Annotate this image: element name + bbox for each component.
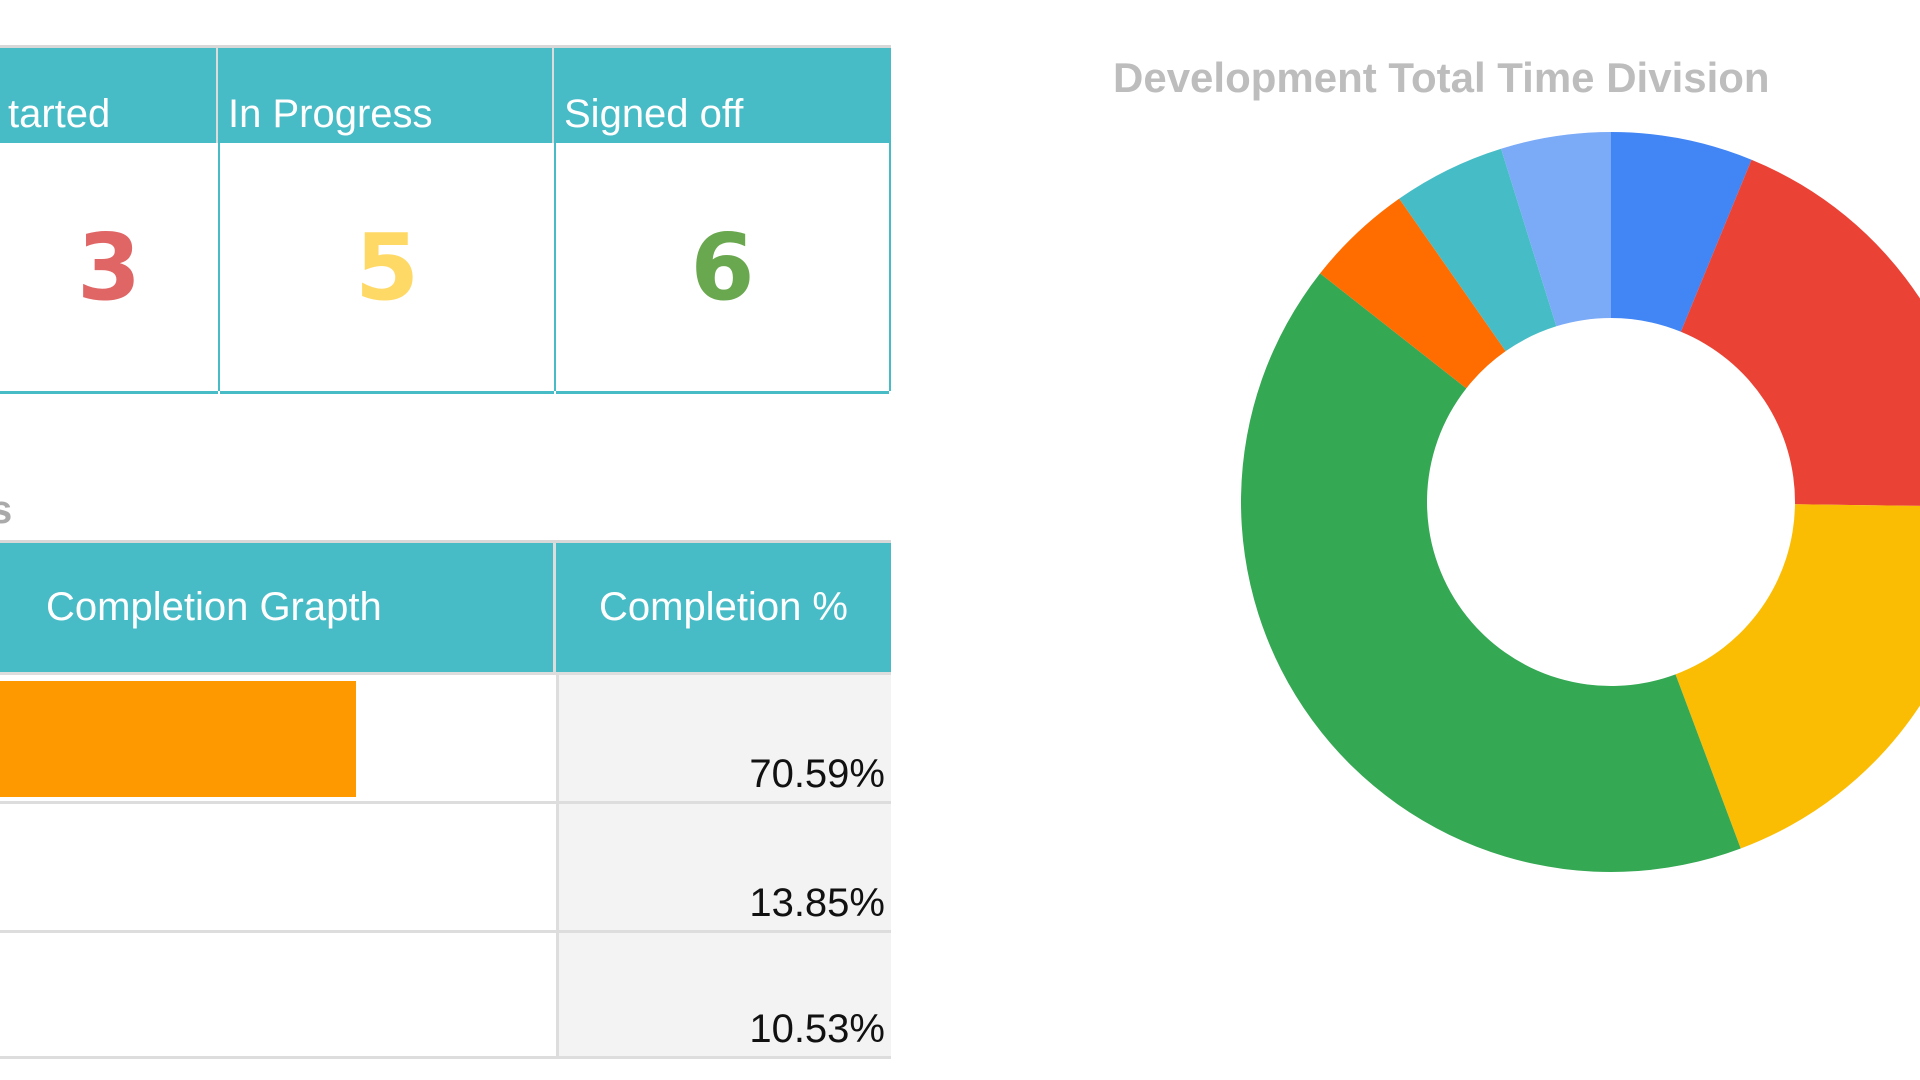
donut-slice-4 [1320,198,1506,389]
completion-bar [0,681,357,797]
donut-slice-0 [1611,132,1752,332]
donut-slice-6 [1501,132,1611,327]
status-header: Signed off [556,48,889,143]
status-column-in-progress: In Progress 5 [220,48,556,394]
table-row: 13.85% [0,801,891,930]
status-column-started: tarted 3 [0,48,220,394]
completion-table: Completion Grapth Completion % 70.59% 13… [0,540,891,1059]
completion-percent: 70.59% [556,675,891,801]
header-completion-percent: Completion % [556,543,891,672]
status-column-signed-off: Signed off 6 [556,48,891,394]
donut-slice-5 [1399,148,1557,352]
donut-slice-2 [1675,504,1920,849]
status-summary-table: tarted 3 In Progress 5 Signed off 6 [0,45,891,394]
table-row: 70.59% [0,672,891,801]
status-header: In Progress [220,48,554,143]
donut-slice-1 [1680,159,1920,506]
section-title-fragment: s [0,488,13,532]
status-header: tarted [0,48,218,143]
chart-title: Development Total Time Division [1113,54,1770,101]
donut-slice-3 [1241,273,1741,872]
completion-percent: 13.85% [556,804,891,930]
status-count: 3 [0,143,218,394]
completion-percent: 10.53% [556,933,891,1056]
header-completion-graph: Completion Grapth [0,543,556,672]
status-count: 5 [220,143,554,394]
status-count: 6 [556,143,889,394]
table-row: 10.53% [0,930,891,1059]
